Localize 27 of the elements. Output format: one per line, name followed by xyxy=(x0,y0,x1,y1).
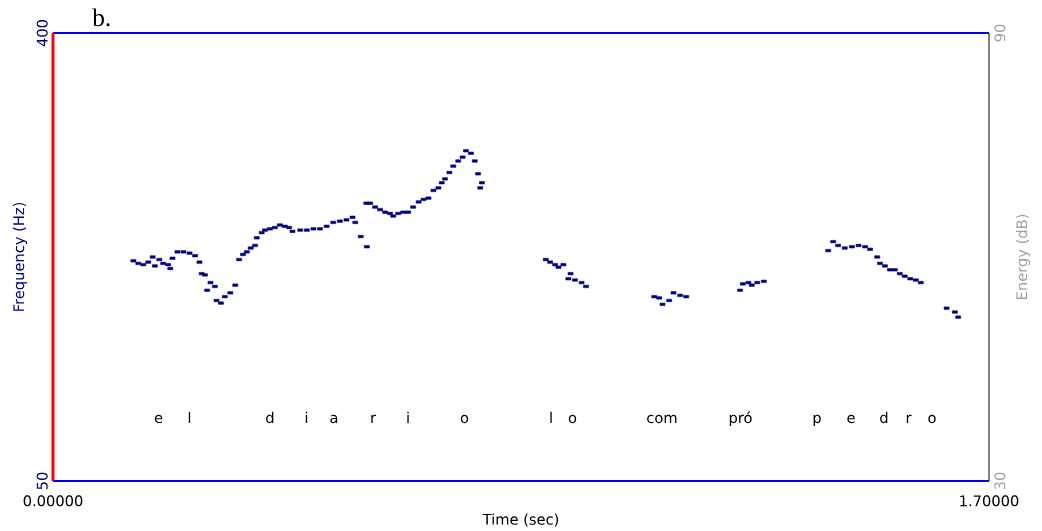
x-axis-title: Time (sec) xyxy=(482,513,559,527)
y2-tick-label: 90 xyxy=(994,24,1006,42)
y2-axis-title: Energy (dB) xyxy=(1015,214,1031,299)
annotation: com xyxy=(647,414,677,424)
x-tick-label: 0.00000 xyxy=(23,495,83,507)
annotation: o xyxy=(568,414,577,424)
annotation: e xyxy=(154,414,163,424)
y-tick-label: 400 xyxy=(36,19,48,47)
annotation: a xyxy=(330,414,338,424)
x-tick-label: 1.70000 xyxy=(960,495,1019,507)
annotation: o xyxy=(928,414,936,424)
annotation: d xyxy=(266,411,274,424)
y-tick-label: 50 xyxy=(36,472,48,490)
annotation: p xyxy=(813,414,821,427)
annotation: r xyxy=(371,414,377,423)
annotation: e xyxy=(847,414,855,424)
y2-tick-label: 30 xyxy=(994,472,1006,490)
chart-title: b. xyxy=(92,8,110,27)
annotation: i xyxy=(407,411,409,423)
annotation: l xyxy=(550,411,552,423)
annotation: l xyxy=(188,411,191,423)
annotation: o xyxy=(460,414,469,424)
annotation: i xyxy=(305,411,308,423)
y-axis-title: Frequency (Hz) xyxy=(12,202,28,311)
annotation: pró xyxy=(729,411,752,427)
annotation: r xyxy=(906,414,912,423)
annotation: d xyxy=(880,411,888,424)
